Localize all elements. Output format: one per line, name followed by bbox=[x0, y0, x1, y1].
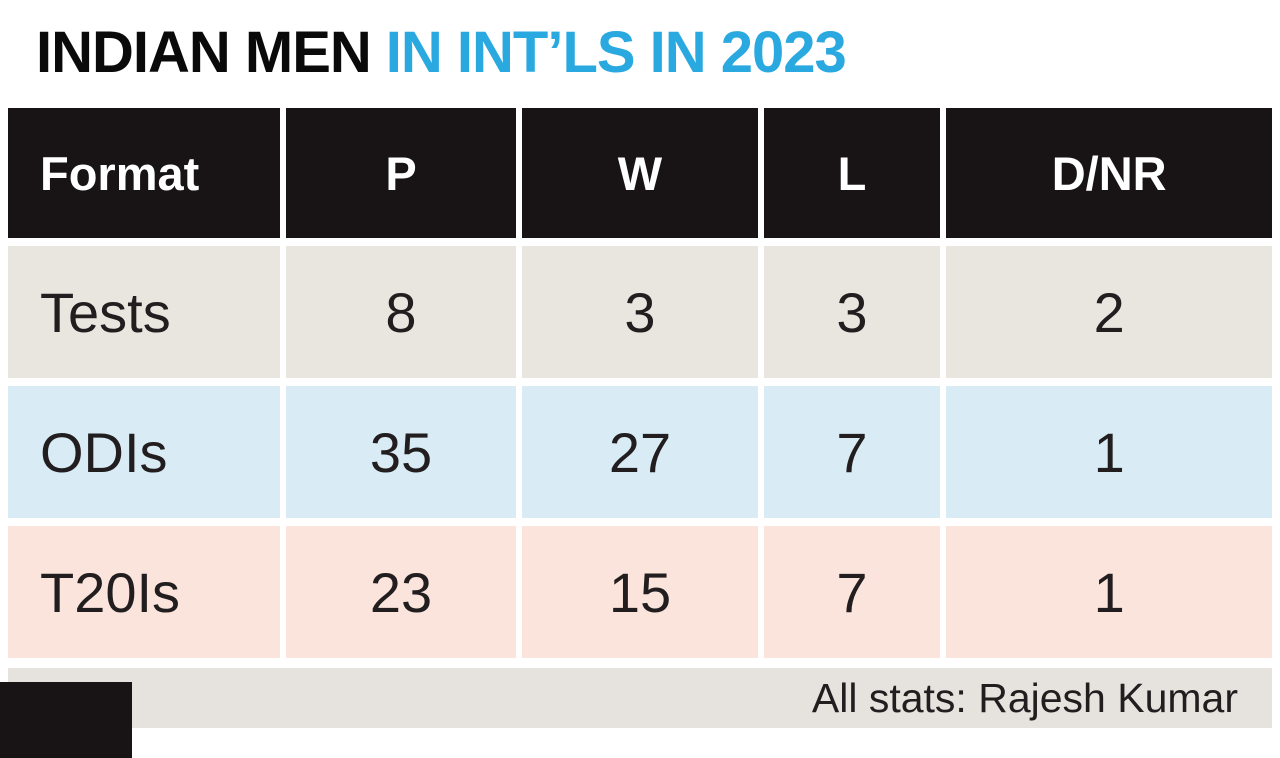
stats-table: Format P W L D/NR Tests 8 3 3 2 ODIs 35 … bbox=[8, 108, 1272, 658]
corner-block-decoration bbox=[0, 682, 132, 758]
cell-odis-lost: 7 bbox=[763, 386, 941, 518]
cell-tests-played: 8 bbox=[285, 246, 517, 378]
header-cell-played: P bbox=[285, 108, 517, 238]
header-cell-lost: L bbox=[763, 108, 941, 238]
title-blue-part: IN INT’LS IN 2023 bbox=[385, 19, 847, 85]
cell-t20is-format: T20Is bbox=[8, 526, 280, 658]
credit-text: All stats: Rajesh Kumar bbox=[811, 674, 1238, 721]
cell-odis-dnr: 1 bbox=[946, 386, 1272, 518]
cell-tests-dnr: 2 bbox=[946, 246, 1272, 378]
page-title: INDIAN MEN IN INT’LS IN 2023 bbox=[0, 0, 1280, 104]
cell-odis-won: 27 bbox=[522, 386, 758, 518]
cell-odis-format: ODIs bbox=[8, 386, 280, 518]
cell-odis-played: 35 bbox=[285, 386, 517, 518]
cell-t20is-played: 23 bbox=[285, 526, 517, 658]
cell-t20is-won: 15 bbox=[522, 526, 758, 658]
credit-bar: All stats: Rajesh Kumar bbox=[8, 668, 1272, 728]
title-black-part: INDIAN MEN bbox=[36, 19, 372, 85]
cell-tests-format: Tests bbox=[8, 246, 280, 378]
cell-t20is-lost: 7 bbox=[763, 526, 941, 658]
header-cell-format: Format bbox=[8, 108, 280, 238]
cell-tests-lost: 3 bbox=[763, 246, 941, 378]
cell-t20is-dnr: 1 bbox=[946, 526, 1272, 658]
header-cell-won: W bbox=[522, 108, 758, 238]
cell-tests-won: 3 bbox=[522, 246, 758, 378]
header-cell-dnr: D/NR bbox=[946, 108, 1272, 238]
